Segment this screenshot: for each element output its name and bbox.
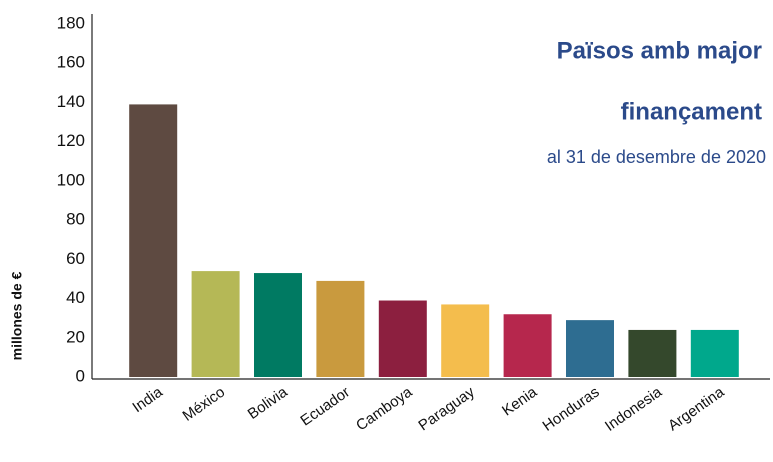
x-tick-label: Ecuador	[297, 384, 353, 430]
x-tick-label: Paraguay	[415, 383, 478, 434]
bar	[191, 271, 240, 377]
y-tick-label: 20	[66, 327, 85, 346]
chart-title: Països amb major	[557, 37, 762, 64]
y-tick-label: 0	[76, 366, 85, 385]
x-tick-label: México	[179, 384, 228, 425]
bar	[378, 300, 427, 377]
y-tick-label: 100	[57, 170, 85, 189]
bar	[129, 104, 178, 378]
x-tick-label: Camboya	[353, 383, 416, 434]
x-tick-label: Honduras	[540, 384, 603, 435]
x-tick-label: Argentina	[665, 383, 728, 434]
bar	[503, 314, 552, 377]
bar	[254, 273, 302, 377]
y-axis-label: millones de €	[9, 271, 25, 360]
y-tick-label: 60	[66, 249, 85, 268]
bar	[690, 329, 739, 377]
x-tick-label: Kenia	[499, 383, 541, 419]
x-tick-label: India	[129, 383, 166, 416]
y-tick-label: 80	[66, 210, 85, 229]
bar	[566, 320, 614, 377]
x-tick-label: Bolivia	[245, 383, 291, 423]
y-tick-label: 120	[57, 131, 85, 150]
bar	[441, 304, 490, 377]
y-tick-label: 160	[57, 53, 85, 72]
x-tick-label: Indonesia	[602, 383, 666, 435]
y-tick-label: 180	[57, 13, 85, 32]
y-tick-label: 40	[66, 288, 85, 307]
bar	[628, 329, 677, 377]
y-tick-label: 140	[57, 92, 85, 111]
bar	[316, 280, 365, 377]
chart-subtitle: al 31 de desembre de 2020	[547, 147, 766, 167]
chart-title: finançament	[621, 98, 762, 125]
